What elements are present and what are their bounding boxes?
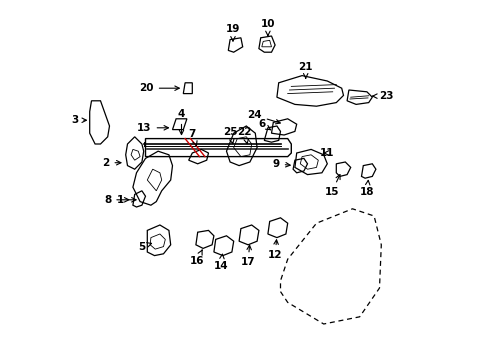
Text: 12: 12: [267, 240, 282, 260]
Text: 21: 21: [298, 62, 312, 78]
Text: 23: 23: [372, 91, 393, 101]
Text: 20: 20: [139, 83, 179, 93]
Text: 9: 9: [272, 159, 289, 169]
Text: 19: 19: [225, 24, 240, 41]
Text: 6: 6: [258, 119, 270, 130]
Text: 10: 10: [260, 19, 275, 36]
Text: 14: 14: [213, 254, 228, 271]
Text: 1: 1: [117, 195, 136, 205]
Text: 25: 25: [223, 127, 237, 144]
Text: 7: 7: [188, 129, 197, 145]
Text: 18: 18: [359, 180, 373, 197]
Text: 17: 17: [240, 245, 255, 267]
Text: 24: 24: [246, 110, 280, 124]
Text: 11: 11: [319, 148, 333, 158]
Text: 15: 15: [324, 175, 339, 197]
Text: 22: 22: [237, 127, 251, 144]
Text: 13: 13: [137, 123, 168, 133]
Text: 4: 4: [178, 109, 185, 135]
Text: 5: 5: [138, 242, 151, 252]
Text: 3: 3: [71, 115, 86, 125]
Text: 8: 8: [104, 195, 129, 205]
Text: 16: 16: [189, 250, 204, 266]
Text: 2: 2: [102, 158, 121, 168]
